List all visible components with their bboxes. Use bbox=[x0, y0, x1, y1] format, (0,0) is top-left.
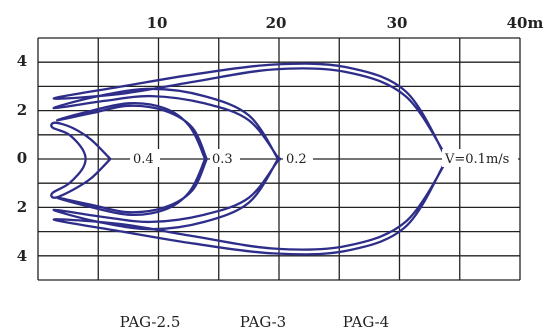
y-tick-2-top: 2 bbox=[17, 101, 27, 119]
label-0.2: 0.2 bbox=[286, 152, 307, 167]
x-tick-10: 10 bbox=[147, 14, 168, 32]
y-tick-0: 0 bbox=[17, 149, 27, 167]
contour-labels: 0.4 0.3 0.2 V=0.1m/s bbox=[130, 149, 518, 167]
contour-series-1 bbox=[56, 101, 208, 217]
label-0.4: 0.4 bbox=[133, 152, 154, 167]
x-tick-30: 30 bbox=[387, 14, 408, 32]
x-tick-40m: 40m bbox=[507, 14, 544, 32]
y-tick-2-bottom: 2 bbox=[17, 198, 27, 216]
label-0.3: 0.3 bbox=[212, 152, 233, 167]
y-tick-4-bottom: 4 bbox=[17, 247, 27, 265]
y-ticks: 4 2 0 2 4 bbox=[17, 52, 27, 265]
contour-series-2 bbox=[52, 87, 282, 231]
x-ticks: 10 20 30 40m bbox=[147, 14, 544, 32]
contour-series-0 bbox=[50, 121, 112, 199]
caption-pag-4: PAG-4 bbox=[343, 313, 389, 331]
y-tick-4-top: 4 bbox=[17, 52, 27, 70]
caption-pag-3: PAG-3 bbox=[240, 313, 286, 331]
caption-pag-2.5: PAG-2.5 bbox=[120, 313, 181, 331]
label-v-0.1: V=0.1m/s bbox=[444, 152, 509, 167]
x-tick-20: 20 bbox=[266, 14, 287, 32]
captions: PAG-2.5 PAG-3 PAG-4 bbox=[120, 313, 390, 331]
